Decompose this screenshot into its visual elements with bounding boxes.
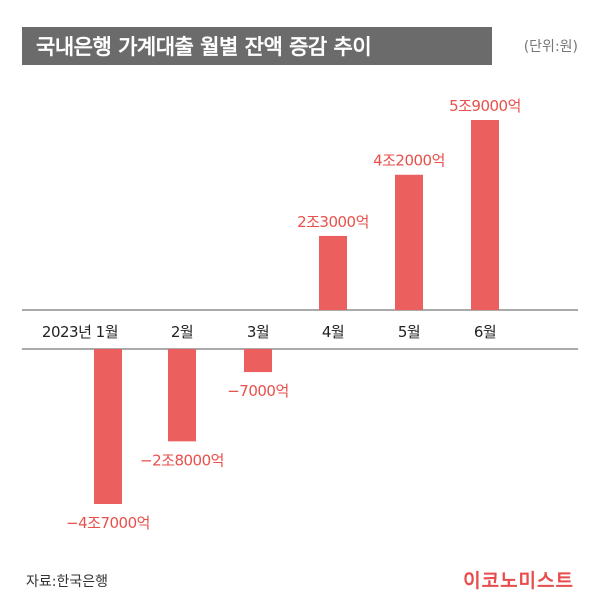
category-label: 6월 (474, 323, 496, 341)
data-label: 5조9000억 (449, 97, 521, 115)
bar (471, 120, 499, 310)
chart-title: 국내은행 가계대출 월별 잔액 증감 추이 (22, 27, 492, 65)
data-label: −2조8000억 (140, 451, 224, 469)
bar (94, 349, 122, 504)
data-label: 4조2000억 (373, 152, 445, 170)
data-label: 2조3000억 (297, 213, 369, 231)
category-label: 3월 (247, 323, 269, 341)
publisher-logo: 이코노미스트 (463, 570, 574, 592)
category-label: 4월 (322, 323, 344, 341)
data-label: −4조7000억 (66, 514, 150, 532)
bar (319, 235, 347, 310)
category-label: 5월 (398, 323, 420, 341)
category-label: 2023년 1월 (42, 323, 118, 341)
bar (244, 349, 272, 373)
source-note: 자료:한국은행 (26, 574, 108, 590)
unit-label: (단위:원) (523, 39, 578, 55)
bar (168, 349, 196, 442)
bar (395, 174, 423, 310)
category-label: 2월 (171, 323, 193, 341)
bar-chart: −4조7000억 2023년 1월 −2조8000억 2월 −7000억 3월 2조3000… (22, 97, 578, 532)
data-label: −7000억 (227, 382, 289, 400)
